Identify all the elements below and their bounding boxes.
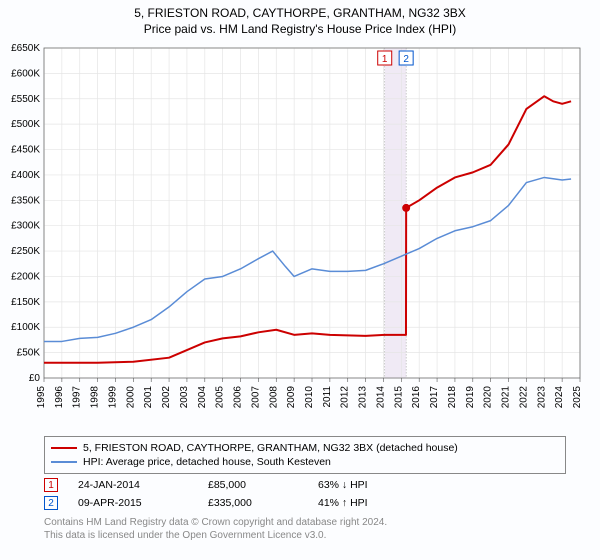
legend-row: HPI: Average price, detached house, Sout…	[51, 455, 559, 469]
svg-text:2012: 2012	[340, 386, 351, 409]
svg-text:1996: 1996	[54, 386, 65, 409]
svg-text:£150K: £150K	[11, 297, 40, 308]
svg-text:2006: 2006	[233, 386, 244, 409]
chart-plot-area: £0 £50K £100K £150K £200K £250K £300K £350K £400…	[0, 40, 600, 430]
chart-subtitle: Price paid vs. HM Land Registry's House …	[0, 20, 600, 40]
event-row-1: 1 24-JAN-2014 £85,000 63% ↓ HPI	[44, 478, 566, 492]
svg-text:£650K: £650K	[11, 43, 40, 54]
svg-text:2015: 2015	[393, 386, 404, 409]
footer-line-2: This data is licensed under the Open Gov…	[44, 529, 566, 542]
event-marker-1: 1	[44, 478, 58, 492]
svg-text:£350K: £350K	[11, 195, 40, 206]
svg-text:2025: 2025	[572, 386, 583, 409]
svg-text:2019: 2019	[465, 386, 476, 409]
svg-text:£200K: £200K	[11, 271, 40, 282]
svg-text:£250K: £250K	[11, 246, 40, 257]
event-price: £335,000	[208, 497, 298, 509]
svg-text:2024: 2024	[554, 386, 565, 409]
svg-text:2005: 2005	[215, 386, 226, 409]
svg-text:2001: 2001	[143, 386, 154, 409]
event-row-2: 2 09-APR-2015 £335,000 41% ↑ HPI	[44, 496, 566, 510]
event-marker-2: 2	[44, 496, 58, 510]
svg-text:1999: 1999	[107, 386, 118, 409]
svg-text:£600K: £600K	[11, 68, 40, 79]
svg-text:2020: 2020	[483, 386, 494, 409]
legend-label: HPI: Average price, detached house, Sout…	[83, 456, 331, 468]
svg-text:£550K: £550K	[11, 94, 40, 105]
svg-text:2004: 2004	[197, 386, 208, 409]
svg-text:2: 2	[403, 54, 409, 65]
svg-text:£0: £0	[29, 373, 41, 384]
svg-text:£100K: £100K	[11, 322, 40, 333]
svg-text:£450K: £450K	[11, 145, 40, 156]
chart-svg: £0 £50K £100K £150K £200K £250K £300K £350K £400…	[0, 40, 600, 430]
svg-text:2010: 2010	[304, 386, 315, 409]
svg-text:1997: 1997	[72, 386, 83, 409]
svg-text:2023: 2023	[536, 386, 547, 409]
legend-box: 5, FRIESTON ROAD, CAYTHORPE, GRANTHAM, N…	[44, 436, 566, 474]
svg-text:2017: 2017	[429, 386, 440, 409]
svg-text:2016: 2016	[411, 386, 422, 409]
svg-text:2011: 2011	[322, 386, 333, 408]
svg-text:1998: 1998	[90, 386, 101, 409]
legend-row: 5, FRIESTON ROAD, CAYTHORPE, GRANTHAM, N…	[51, 441, 559, 455]
svg-text:2013: 2013	[358, 386, 369, 409]
svg-text:2018: 2018	[447, 386, 458, 409]
svg-text:£500K: £500K	[11, 119, 40, 130]
legend-swatch-2	[51, 461, 77, 463]
svg-text:£400K: £400K	[11, 170, 40, 181]
svg-text:2022: 2022	[518, 386, 529, 409]
svg-text:2002: 2002	[161, 386, 172, 409]
event-price: £85,000	[208, 479, 298, 491]
footer-line-1: Contains HM Land Registry data © Crown c…	[44, 516, 566, 529]
event-date: 09-APR-2015	[78, 497, 188, 509]
event-date: 24-JAN-2014	[78, 479, 188, 491]
svg-text:2000: 2000	[125, 386, 136, 409]
chart-container: 5, FRIESTON ROAD, CAYTHORPE, GRANTHAM, N…	[0, 0, 600, 560]
svg-text:2007: 2007	[250, 386, 261, 409]
svg-text:2003: 2003	[179, 386, 190, 409]
svg-text:£50K: £50K	[17, 348, 41, 359]
svg-text:1995: 1995	[36, 386, 47, 409]
event-pct: 63% ↓ HPI	[318, 479, 418, 491]
legend-label: 5, FRIESTON ROAD, CAYTHORPE, GRANTHAM, N…	[83, 442, 458, 454]
svg-text:2009: 2009	[286, 386, 297, 409]
svg-text:2014: 2014	[375, 386, 386, 409]
svg-text:2021: 2021	[501, 386, 512, 409]
svg-text:2008: 2008	[268, 386, 279, 409]
legend-swatch-1	[51, 447, 77, 449]
svg-text:£300K: £300K	[11, 221, 40, 232]
event-pct: 41% ↑ HPI	[318, 497, 418, 509]
chart-title: 5, FRIESTON ROAD, CAYTHORPE, GRANTHAM, N…	[0, 0, 600, 20]
footer: Contains HM Land Registry data © Crown c…	[44, 516, 566, 542]
svg-text:1: 1	[382, 54, 388, 65]
